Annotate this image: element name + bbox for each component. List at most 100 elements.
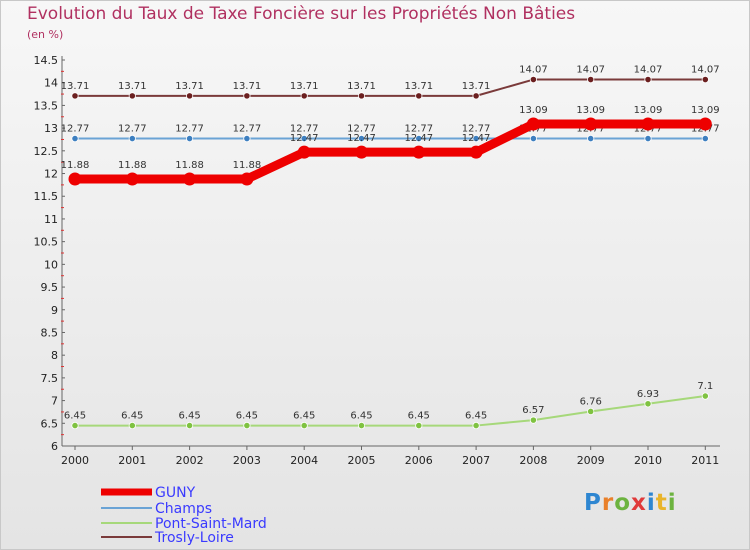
- x-tick-label: 2008: [519, 454, 547, 467]
- y-tick-label: 9.5: [41, 281, 59, 294]
- y-tick-label: 6.5: [41, 417, 59, 430]
- data-label: 13.71: [404, 81, 433, 92]
- data-label: 13.09: [691, 105, 720, 116]
- y-tick-label: 11.5: [34, 190, 59, 203]
- data-point: [415, 134, 423, 143]
- data-label: 13.71: [347, 81, 376, 92]
- y-tick-label: 6: [51, 440, 58, 453]
- data-point: [587, 75, 595, 84]
- x-tick-label: 2003: [233, 454, 261, 467]
- data-point: [183, 172, 197, 186]
- data-label: 14.07: [576, 65, 605, 76]
- data-label: 6.45: [178, 411, 200, 422]
- legend-label: Pont-Saint-Mard: [155, 516, 267, 532]
- data-point: [472, 421, 480, 430]
- data-point: [243, 134, 251, 143]
- x-tick-label: 2009: [577, 454, 605, 467]
- data-label: 7.1: [697, 381, 713, 392]
- x-tick-label: 2001: [118, 454, 146, 467]
- data-label: 6.45: [293, 411, 315, 422]
- data-point: [71, 421, 79, 430]
- data-point: [644, 75, 652, 84]
- data-label: 13.09: [519, 105, 548, 116]
- data-label: 6.45: [465, 411, 487, 422]
- y-tick-label: 14.5: [34, 54, 59, 67]
- data-label: 12.47: [404, 133, 433, 144]
- data-point: [71, 92, 79, 100]
- data-point: [357, 92, 366, 100]
- data-label: 12.77: [462, 124, 491, 135]
- data-point: [469, 145, 483, 159]
- x-tick-label: 2011: [691, 454, 719, 467]
- data-point: [240, 172, 254, 186]
- data-label: 13.71: [175, 81, 204, 92]
- data-label: 12.47: [462, 133, 491, 144]
- y-tick-label: 8.5: [41, 326, 59, 339]
- data-point: [300, 421, 308, 430]
- data-label: 11.88: [61, 160, 90, 171]
- data-label: 13.71: [462, 81, 491, 92]
- data-point: [526, 117, 540, 131]
- y-tick-label: 10.5: [34, 236, 59, 249]
- data-point: [415, 92, 423, 100]
- legend-label: Trosly-Loire: [154, 530, 234, 546]
- y-tick-label: 12.5: [34, 145, 59, 158]
- data-point: [701, 75, 709, 84]
- data-point: [529, 134, 538, 143]
- y-tick-label: 11: [44, 213, 58, 226]
- x-tick-label: 2006: [405, 454, 433, 467]
- data-point: [243, 92, 251, 100]
- legend-label: GUNY: [155, 485, 196, 501]
- y-tick-label: 7.5: [41, 372, 59, 385]
- data-label: 6.93: [637, 389, 659, 400]
- data-point: [587, 407, 595, 416]
- data-point: [300, 134, 308, 143]
- data-label: 12.77: [233, 124, 262, 135]
- y-tick-label: 8: [51, 349, 58, 362]
- data-point: [357, 134, 366, 143]
- data-label: 14.07: [634, 65, 663, 76]
- data-point: [641, 117, 655, 131]
- y-tick-label: 14: [44, 77, 58, 90]
- series-line-guny: [70, 119, 710, 184]
- data-point: [529, 416, 538, 424]
- data-point: [128, 92, 136, 100]
- data-label: 11.88: [233, 160, 262, 171]
- x-tick-label: 2004: [290, 454, 318, 467]
- chart-subtitle: (en %): [27, 28, 64, 41]
- data-point: [300, 92, 308, 100]
- data-label: 12.77: [61, 124, 90, 135]
- data-point: [68, 172, 82, 186]
- legend-label: Champs: [155, 501, 212, 517]
- data-label: 13.71: [61, 81, 90, 92]
- y-tick-label: 13.5: [34, 99, 59, 112]
- y-tick-label: 13: [44, 122, 58, 135]
- x-tick-label: 2002: [176, 454, 204, 467]
- data-label: 12.77: [290, 124, 319, 135]
- data-point: [701, 392, 709, 400]
- chart-title: Evolution du Taux de Taxe Foncière sur l…: [27, 4, 576, 24]
- data-point: [186, 134, 194, 143]
- series-line-trosly-loire: [74, 78, 707, 97]
- data-label: 6.45: [64, 411, 86, 422]
- data-label: 12.77: [404, 124, 433, 135]
- data-label: 12.77: [347, 124, 376, 135]
- data-label: 13.09: [576, 105, 605, 116]
- x-tick-label: 2000: [61, 454, 89, 467]
- data-label: 6.45: [350, 411, 372, 422]
- data-label: 12.47: [290, 133, 319, 144]
- data-point: [355, 145, 368, 159]
- x-tick-label: 2010: [634, 454, 662, 467]
- data-label: 11.88: [175, 160, 204, 171]
- data-label: 6.45: [236, 411, 258, 422]
- data-label: 13.09: [634, 105, 663, 116]
- x-tick-label: 2005: [348, 454, 376, 467]
- data-point: [584, 117, 598, 131]
- data-point: [243, 421, 251, 430]
- data-label: 6.57: [522, 405, 544, 416]
- data-label: 12.77: [175, 124, 204, 135]
- data-point: [701, 134, 709, 143]
- data-point: [644, 134, 652, 143]
- data-label: 12.77: [118, 124, 147, 135]
- data-label: 6.76: [580, 396, 602, 407]
